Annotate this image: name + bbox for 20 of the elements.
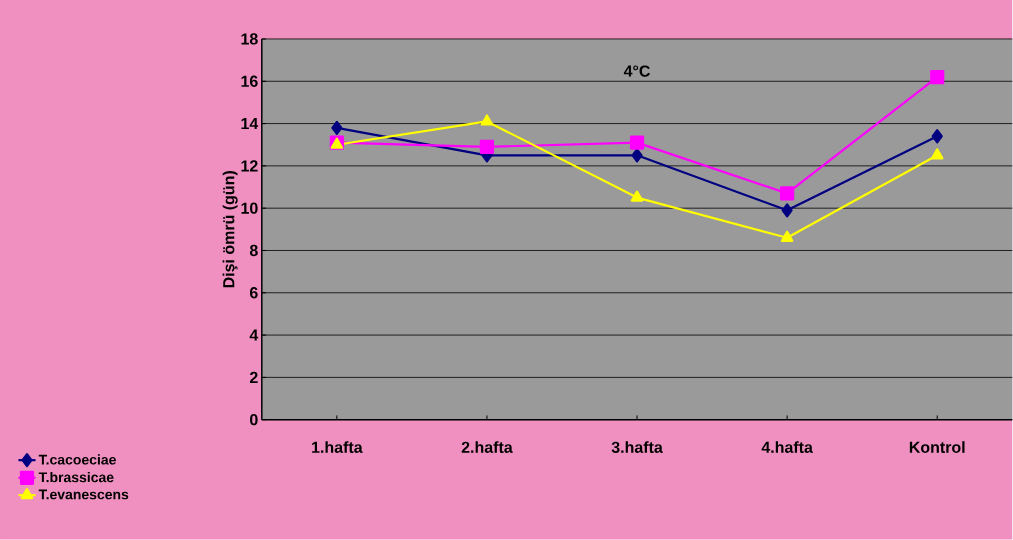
x-tick-label: 4.hafta [761, 441, 813, 454]
x-tick-label: Kontrol [909, 441, 965, 454]
legend-label: T.brassicae [38, 472, 114, 483]
y-tick-label: 0 [250, 414, 258, 426]
y-tick-label: 16 [241, 75, 258, 88]
y-tick-label: 14 [241, 118, 259, 130]
x-tick-label: 3.hafta [611, 441, 663, 454]
y-tick-label: 6 [249, 287, 258, 299]
legend-label: T.cacoeciae [38, 454, 116, 465]
x-tick-label: 1.hafta [312, 441, 363, 454]
y-axis-title: Dişi ömrü (gün) [222, 171, 238, 288]
legend-label: T.evanescens [38, 489, 129, 500]
y-tick-label: 8 [249, 245, 258, 257]
text: 4°C [623, 65, 651, 77]
y-tick-label: 10 [241, 202, 258, 215]
y-tick-label: 4 [249, 329, 259, 341]
y-tick-label: 18 [241, 33, 258, 45]
y-tick-label: 2 [249, 372, 258, 384]
x-tick-label: 2.hafta [461, 441, 513, 454]
y-tick-label: 12 [241, 160, 258, 172]
